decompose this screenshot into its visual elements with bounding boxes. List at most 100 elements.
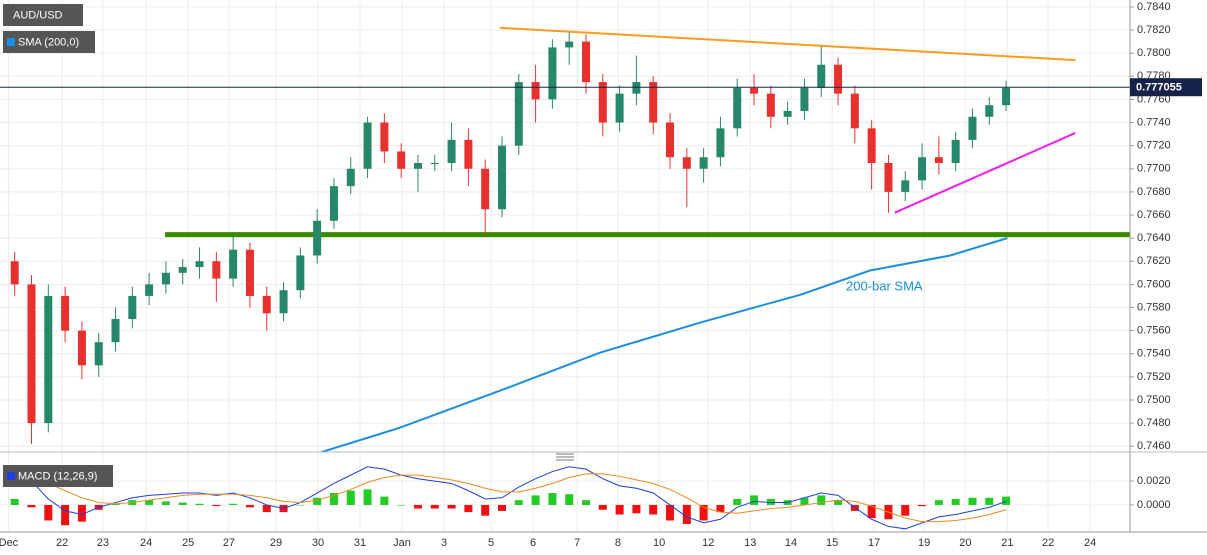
histogram-bar (481, 504, 490, 516)
x-tick-label: 27 (223, 537, 235, 549)
y-tick-label: 0.7620 (1137, 255, 1171, 267)
y-tick-label: 0.7580 (1137, 301, 1171, 313)
histogram-bar (497, 504, 506, 511)
y-tick-label: 0.7700 (1137, 163, 1171, 175)
y-tick-label: 0.7500 (1137, 394, 1171, 406)
candle-body (817, 64, 826, 88)
candle-body (245, 249, 254, 296)
histogram-bar (77, 504, 86, 522)
price-marks (0, 26, 1130, 452)
histogram-bar (447, 504, 456, 509)
histogram-bar (682, 504, 691, 525)
y-tick-label: 0.7840 (1137, 1, 1171, 13)
x-tick-label: 22 (56, 537, 68, 549)
x-tick-label: 19 (918, 537, 930, 549)
histogram-bar (582, 500, 591, 505)
y-tick-label: 0.7640 (1137, 232, 1171, 244)
macd-marks (10, 466, 1011, 530)
candle-body (1002, 87, 1011, 106)
candle-body (464, 139, 473, 169)
candle-body (94, 342, 103, 366)
y-tick-label: 0.7820 (1137, 24, 1171, 36)
last-price-box (1130, 78, 1202, 97)
histogram-bar (212, 504, 221, 507)
histogram-bar (733, 498, 742, 505)
candle-body (296, 255, 305, 291)
macd-swatch (7, 472, 15, 480)
candle-body (27, 284, 36, 424)
histogram-bar (229, 503, 238, 505)
histogram-bar (867, 504, 876, 519)
histogram-bar (61, 504, 70, 526)
x-tick-label: 17 (868, 537, 880, 549)
trendline (499, 26, 1076, 62)
candle-body (397, 151, 406, 169)
candle-body (834, 64, 843, 94)
candle-body (666, 122, 675, 158)
histogram-bar (27, 504, 36, 508)
histogram-bar (800, 497, 809, 505)
candle-body (951, 139, 960, 163)
histogram-bar (598, 504, 607, 510)
histogram-bar (245, 504, 254, 508)
histogram-bar (716, 504, 725, 513)
candle-body (548, 47, 557, 100)
candle-body (363, 122, 372, 169)
candle-body (77, 330, 86, 366)
candle-body (615, 93, 624, 123)
indicator-box (3, 31, 95, 53)
candle-body (346, 168, 355, 187)
candle-body (750, 87, 759, 94)
title-box (3, 4, 83, 26)
histogram-bar (750, 495, 759, 505)
histogram-bar (10, 498, 19, 505)
candle-body (632, 82, 641, 94)
candle-body (985, 105, 994, 117)
x-tick-label: 7 (574, 537, 580, 549)
candle-body (111, 319, 120, 343)
candle-body (918, 157, 927, 181)
histogram-bar (161, 501, 170, 505)
histogram-bar (632, 504, 641, 514)
y-tick-label: 0.7660 (1137, 209, 1171, 221)
histogram-bar (968, 497, 977, 505)
sma-label: 200-bar SMA (846, 278, 923, 293)
histogram-bar (766, 498, 775, 505)
x-tick-label: 14 (785, 537, 797, 549)
candle-body (10, 261, 19, 285)
candle-body (850, 93, 859, 129)
histogram-bar (363, 489, 372, 505)
candle-body (716, 128, 725, 158)
resize-handle[interactable] (556, 453, 574, 461)
candle-body (380, 122, 389, 152)
x-tick-label: 30 (312, 537, 324, 549)
histogram-bar (329, 493, 338, 505)
candle-body (901, 180, 910, 192)
x-tick-label: 5 (488, 537, 494, 549)
x-tick-label: 23 (97, 537, 109, 549)
histogram-bar (817, 495, 826, 505)
candle-body (61, 295, 70, 331)
histogram-bar (111, 503, 120, 505)
candle-body (161, 272, 170, 285)
candle-body (481, 168, 490, 210)
y-tick-label: 0.7800 (1137, 47, 1171, 59)
histogram-bar (615, 504, 624, 515)
histogram-bar (901, 504, 910, 516)
x-tick-label: Jan (393, 537, 411, 549)
candle-body (497, 145, 506, 210)
histogram-bar (548, 493, 557, 505)
candle-body (413, 162, 422, 169)
histogram-bar (565, 494, 574, 505)
candle-body (329, 186, 338, 221)
macd-box (3, 465, 113, 487)
histogram-bar (413, 504, 422, 509)
candle-body (968, 116, 977, 140)
last-price-label: 0.777055 (1136, 82, 1182, 94)
labels: AUD/USD SMA (200,0) MACD (12,26,9) (3, 4, 113, 487)
macd-line (14, 466, 1007, 530)
x-tick-label: 8 (615, 537, 621, 549)
x-tick-label: 31 (354, 537, 366, 549)
y-tick-label: 0.7520 (1137, 371, 1171, 383)
x-tick-label: 24 (140, 537, 152, 549)
